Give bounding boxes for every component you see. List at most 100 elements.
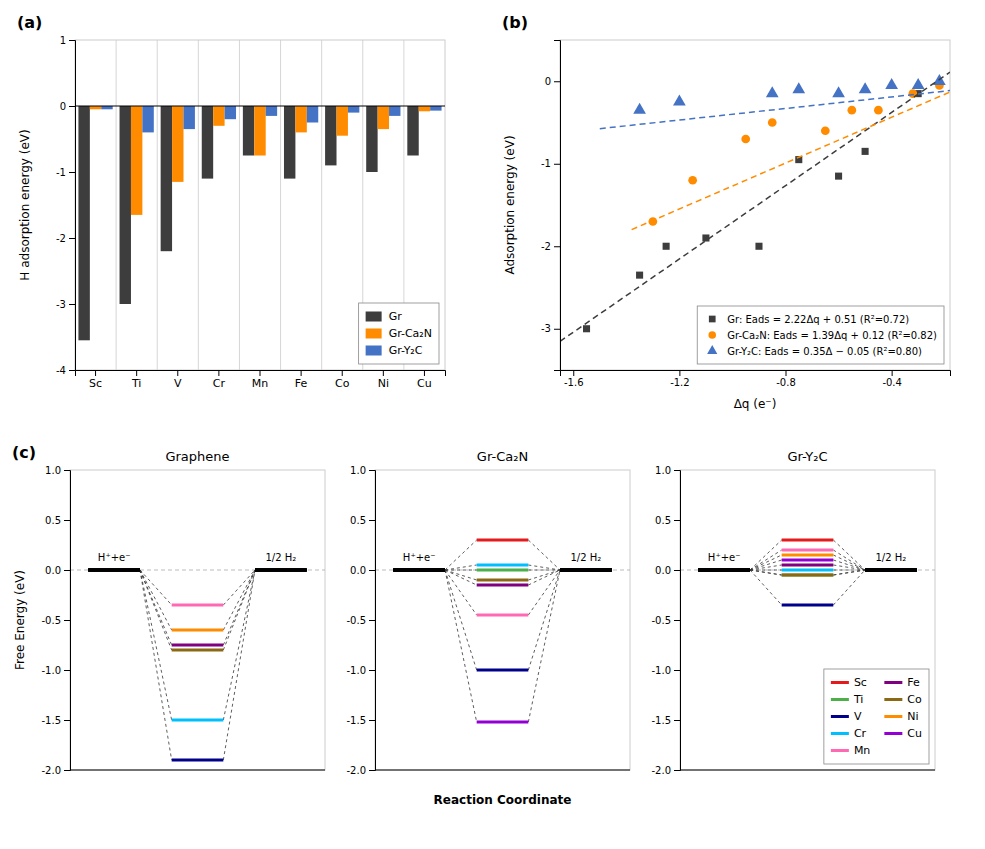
- legend-item: Gr-Ca₂N: Eads = 1.39Δq + 0.12 (R²=0.82): [708, 330, 937, 341]
- plot-frame: [70, 470, 325, 770]
- legend-swatch: [884, 715, 902, 718]
- level: [698, 569, 750, 572]
- tick-mark: [64, 470, 70, 471]
- level: [255, 569, 307, 572]
- level: [782, 549, 834, 552]
- tick-mark: [674, 620, 680, 621]
- panel: H⁺+e⁻1/2 H₂-2.0-1.5-1.0-0.50.00.51.0: [41, 465, 325, 776]
- point: [859, 82, 872, 93]
- tick-mark: [218, 370, 219, 376]
- legend-item: Fe: [884, 676, 920, 689]
- state-label: H⁺+e⁻: [403, 552, 436, 563]
- level: [560, 569, 612, 572]
- point: [792, 82, 805, 93]
- tick-mark: [177, 370, 178, 376]
- level: [477, 584, 529, 587]
- tick: 0: [60, 101, 75, 112]
- tick: -1: [541, 158, 560, 169]
- connector: [750, 565, 782, 570]
- level: [782, 574, 834, 577]
- point: [702, 234, 709, 241]
- tick-label: -1.6: [564, 377, 584, 388]
- legend-label: Fe: [907, 676, 920, 689]
- plot-frame: [375, 470, 630, 770]
- legend-item: Gr: Eads = 2.22Δq + 0.51 (R²=0.72): [709, 314, 909, 325]
- axis: ScTiVCrMnFeCoNiCu: [76, 370, 446, 390]
- level: [865, 569, 917, 572]
- level: [782, 554, 834, 557]
- point: [648, 217, 657, 226]
- axis: -4-3-2-101: [56, 35, 75, 376]
- panel: -3-2-10-1.6-1.2-0.8-0.4: [541, 40, 950, 388]
- point: [673, 95, 686, 106]
- legend-item: V: [831, 710, 862, 723]
- point: [908, 89, 917, 98]
- tick-mark: [342, 370, 343, 376]
- x-axis-label: Reaction Coordinate: [434, 793, 572, 807]
- bar: [389, 106, 400, 116]
- axis-line: [554, 41, 561, 371]
- y-axis-label: H adsorption energy (eV): [18, 129, 32, 280]
- tick: -0.5: [41, 615, 70, 626]
- tick: -3: [541, 323, 560, 334]
- legend-item: Gr-Y₂C: Eads = 0.35Δ − 0.05 (R²=0.80): [707, 345, 922, 356]
- legend-symbol: [708, 331, 716, 339]
- legend-layer: GrGr-Ca₂NGr-Y₂C: [359, 303, 439, 364]
- plot-frame: [680, 470, 935, 770]
- bar: [407, 106, 418, 156]
- panel: H⁺+e⁻1/2 H₂-2.0-1.5-1.0-0.50.00.51.0: [651, 465, 935, 776]
- grid-line: [116, 40, 117, 370]
- point: [741, 135, 750, 144]
- title: Gr-Ca₂N: [477, 449, 528, 464]
- bar: [430, 106, 441, 111]
- tick-label: 1.0: [45, 465, 61, 476]
- title: Gr-Y₂C: [788, 449, 828, 464]
- tick-mark: [64, 670, 70, 671]
- level: [172, 759, 224, 762]
- bar: [225, 106, 236, 119]
- zero-line: [75, 106, 445, 107]
- tick-label: 0.0: [45, 565, 61, 576]
- axis-line: [561, 371, 951, 377]
- tick-label: -0.5: [41, 615, 61, 626]
- connector: [750, 570, 782, 605]
- tick-label: -0.5: [346, 615, 366, 626]
- connector: [528, 565, 560, 570]
- point: [835, 173, 842, 180]
- tick-mark: [369, 720, 375, 721]
- axis: -2.0-1.5-1.0-0.50.00.51.0: [41, 465, 70, 776]
- connector: [223, 570, 255, 720]
- tick: -1.5: [651, 715, 680, 726]
- legend-item: Co: [884, 693, 922, 706]
- bar: [142, 106, 153, 132]
- state-label: H⁺+e⁻: [98, 552, 131, 563]
- level: [393, 569, 445, 572]
- bar: [348, 106, 359, 113]
- bar: [78, 106, 89, 340]
- tick-mark: [69, 40, 75, 41]
- texts: Gr-Y₂C: [788, 449, 828, 464]
- connector: [445, 570, 477, 585]
- level: [172, 629, 224, 632]
- tick-label: -1.5: [651, 715, 671, 726]
- tick-label: Cu: [417, 377, 432, 390]
- tick-label: V: [174, 377, 182, 390]
- legend-label: Gr: [389, 310, 403, 323]
- level: [865, 569, 917, 572]
- axis-line: [680, 770, 935, 771]
- connector: [750, 570, 782, 575]
- zero-line: [375, 570, 630, 571]
- state-label: 1/2 H₂: [570, 552, 601, 563]
- connector: [750, 560, 782, 570]
- tick-mark: [64, 520, 70, 521]
- level: [782, 539, 834, 542]
- tick: -1.0: [651, 665, 680, 676]
- connector: [445, 570, 477, 615]
- bar: [366, 106, 377, 172]
- bar: [243, 106, 254, 156]
- x-axis-label: Δq (e⁻): [734, 397, 777, 411]
- tick-label: 1.0: [350, 465, 366, 476]
- tick: -1.0: [41, 665, 70, 676]
- level: [88, 569, 140, 572]
- level: [560, 569, 612, 572]
